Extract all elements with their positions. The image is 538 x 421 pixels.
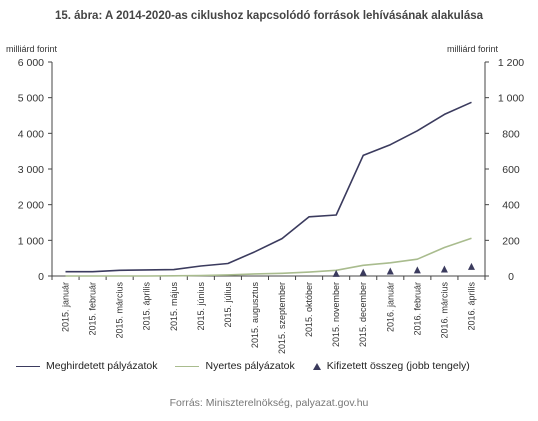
legend-swatch-nyertes [175,365,200,367]
series-marker-triangle [359,268,367,276]
series-marker-triangle [467,262,475,270]
left-tick-label: 2 000 [18,200,44,212]
left-tick-label: 6 000 [18,57,44,69]
legend-label-nyertes: Nyertes pályázatok [205,360,295,372]
left-tick-label: 0 [38,271,44,283]
x-tick-label: 2015. szeptember [277,282,287,354]
x-tick-label: 2015. július [223,282,233,328]
series-line-1 [65,101,472,273]
right-axis-unit: milliárd forint [446,44,498,54]
x-tick-label: 2016. március [439,282,449,339]
legend-item-meghirdetett: Meghirdetett pályázatok [16,360,157,372]
left-tick-label: 4 000 [18,128,44,140]
x-tick-label: 2015. április [142,282,152,331]
legend-triangle-icon [312,362,321,370]
x-tick-label: 2015. január [61,282,71,332]
right-tick-label: 600 [502,164,520,176]
legend-label-meghirdetett: Meghirdetett pályázatok [46,360,158,372]
series-line-2 [65,237,472,277]
right-tick-label: 400 [502,200,520,212]
x-tick-label: 2015. június [196,282,206,331]
x-tick-label: 2016. április [466,282,476,331]
left-tick-label: 3 000 [18,164,44,176]
chart-title: 15. ábra: A 2014-2020-as ciklushoz kapcs… [54,10,484,22]
right-tick-label: 1 000 [498,93,524,105]
legend-item-kifizetett: Kifizetett összeg (jobb tengely) [312,360,470,372]
x-tick-label: 2015. május [169,282,179,332]
x-tick-label: 2015. március [115,282,125,339]
right-tick-label: 800 [502,128,520,140]
x-tick-label: 2015. október [304,282,314,337]
legend-label-kifizetett: Kifizetett összeg (jobb tengely) [326,360,470,372]
series-marker-triangle [440,265,448,273]
right-tick-label: 0 [508,271,514,283]
series-marker-triangle [413,266,421,274]
x-tick-label: 2015. február [88,282,98,336]
x-tick-label: 2015. november [331,282,341,347]
chart-source: Forrás: Miniszterelnökség, palyazat.gov.… [169,397,369,409]
left-tick-label: 5 000 [18,93,44,105]
x-tick-label: 2015. december [358,282,368,347]
right-tick-label: 1 200 [498,57,524,69]
series-marker-triangle [386,267,394,275]
x-tick-label: 2015. augusztus [250,282,260,349]
left-tick-label: 1 000 [18,235,44,247]
series-marker-triangle [332,269,340,277]
chart-legend: Meghirdetett pályázatok Nyertes pályázat… [16,360,470,372]
legend-swatch-meghirdetett [16,365,40,367]
right-tick-label: 200 [502,235,520,247]
x-tick-label: 2016. február [412,282,422,336]
legend-item-nyertes: Nyertes pályázatok [175,360,295,372]
left-axis-unit: milliárd forint [6,44,58,54]
x-tick-label: 2016. január [385,282,395,332]
